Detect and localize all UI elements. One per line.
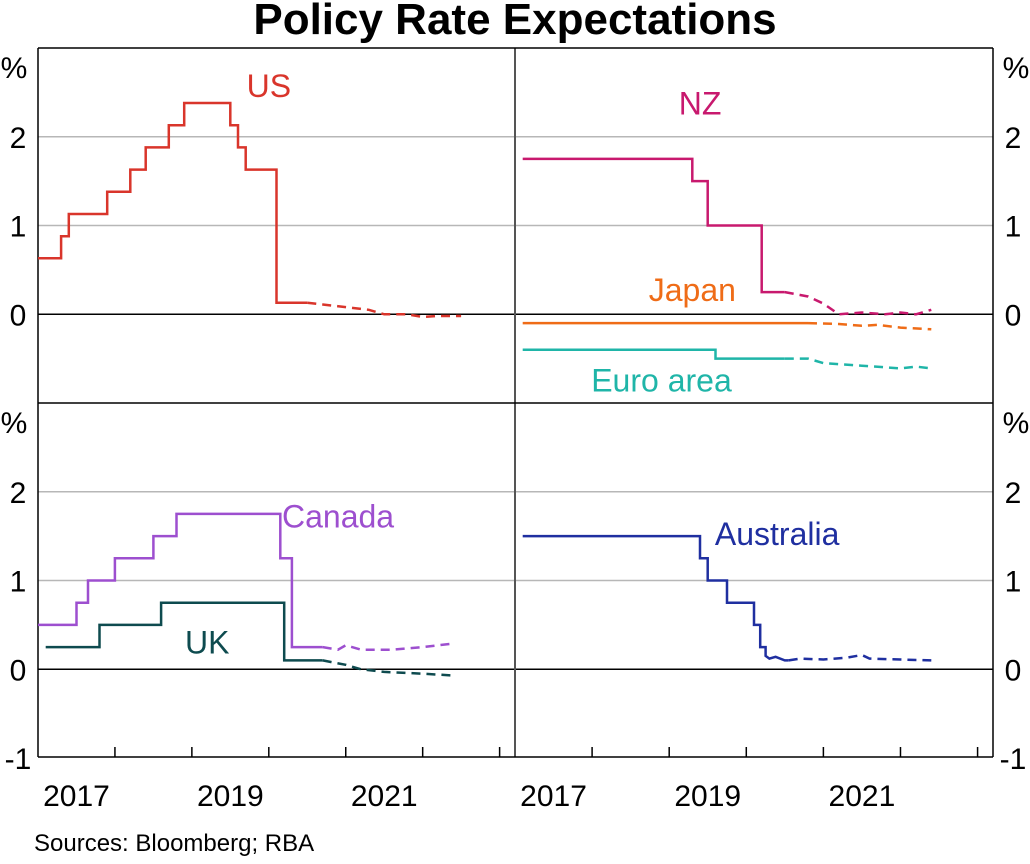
canada-label: Canada	[282, 498, 394, 534]
y-tick-label-left-bottom--1: -1	[5, 743, 32, 776]
y-tick-label-left-bottom-2: 2	[10, 477, 27, 510]
nz-expected-line	[784, 290, 932, 316]
y-tick-label-right-bottom--1: -1	[1000, 743, 1027, 776]
x-tick-label-right-2021: 2021	[829, 780, 896, 813]
y-unit-right-bottom: %	[1003, 407, 1030, 440]
australia-label: Australia	[715, 516, 840, 552]
australia-expected-line	[788, 653, 932, 662]
x-axis-ticks	[114, 747, 979, 757]
y-tick-label-left-bottom-0: 0	[10, 654, 27, 687]
nz-label: NZ	[679, 86, 722, 122]
axis-labels: 2017 2019 2021 2017 2019 2021 2 2 1 1 0 0% % 2 2 1 1 0 0 -1…	[1, 52, 1030, 813]
y-tick-label-right-top-0: 0	[1005, 299, 1022, 332]
japan-label: Japan	[649, 272, 736, 308]
y-unit-right-top: %	[1003, 52, 1030, 85]
y-unit-left-bottom: %	[1, 407, 28, 440]
chart-frame	[37, 47, 994, 758]
x-tick-label-left-2017: 2017	[43, 780, 110, 813]
australia-actual-line	[522, 534, 789, 662]
y-unit-left-top: %	[1, 52, 28, 85]
y-tick-label-right-bottom-1: 1	[1005, 566, 1022, 599]
euro-area-expected-line	[784, 357, 932, 370]
y-tick-label-left-top-2: 2	[10, 122, 27, 155]
japan-expected-line	[807, 321, 932, 331]
canada-expected-line	[322, 642, 454, 652]
y-tick-label-right-top-1: 1	[1005, 211, 1022, 244]
y-tick-label-right-bottom-2: 2	[1005, 477, 1022, 510]
chart-title: Policy Rate Expectations	[253, 0, 777, 44]
x-tick-label-right-2017: 2017	[520, 780, 587, 813]
series-labels: US NZ Japan Euro area Canada UK Australia	[185, 68, 840, 660]
nz-actual-line	[522, 157, 785, 294]
y-tick-label-left-top-0: 0	[10, 299, 27, 332]
uk-label: UK	[185, 624, 229, 660]
source-note: Sources: Bloomberg; RBA	[34, 830, 315, 857]
euro-area-actual-line	[522, 348, 785, 360]
us-label: US	[247, 68, 291, 104]
us-expected-line	[307, 301, 462, 319]
uk-expected-line	[322, 659, 454, 677]
y-tick-label-right-bottom-0: 0	[1005, 654, 1022, 687]
y-tick-label-left-bottom-1: 1	[10, 566, 27, 599]
x-tick-label-left-2021: 2021	[351, 780, 418, 813]
canada-actual-line	[38, 512, 323, 649]
euro-area-label: Euro area	[591, 362, 732, 398]
series-layer	[38, 101, 932, 677]
x-tick-label-right-2019: 2019	[674, 780, 741, 813]
uk-actual-line	[45, 601, 323, 662]
y-tick-label-right-top-2: 2	[1005, 122, 1022, 155]
x-tick-label-left-2019: 2019	[197, 780, 264, 813]
us-actual-line	[38, 101, 308, 304]
y-tick-label-left-top-1: 1	[10, 211, 27, 244]
